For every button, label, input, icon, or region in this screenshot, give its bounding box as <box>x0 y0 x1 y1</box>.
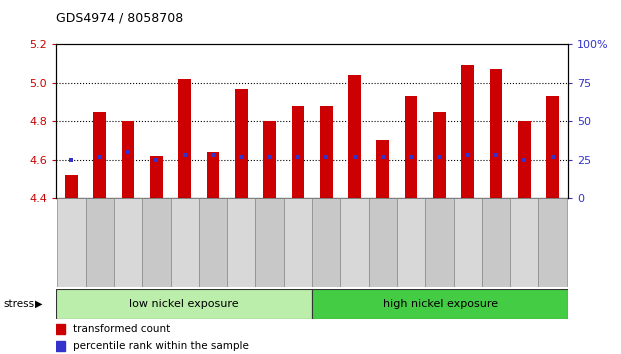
Bar <box>348 75 361 198</box>
Text: stress: stress <box>3 298 34 309</box>
Bar <box>312 289 568 319</box>
Bar <box>490 69 502 198</box>
Text: low nickel exposure: low nickel exposure <box>129 298 239 309</box>
Bar <box>482 198 510 287</box>
Bar <box>93 112 106 198</box>
Bar <box>461 65 474 198</box>
Bar <box>263 121 276 198</box>
Bar <box>518 121 531 198</box>
Text: high nickel exposure: high nickel exposure <box>383 298 497 309</box>
Bar <box>178 79 191 198</box>
Bar <box>57 198 86 287</box>
Text: ▶: ▶ <box>35 298 43 309</box>
Bar <box>56 341 65 352</box>
Text: percentile rank within the sample: percentile rank within the sample <box>73 342 248 352</box>
Bar <box>122 121 134 198</box>
Bar <box>453 198 482 287</box>
Bar <box>171 198 199 287</box>
Bar <box>376 141 389 198</box>
Bar <box>291 106 304 198</box>
Bar <box>433 112 446 198</box>
Bar <box>397 198 425 287</box>
Bar <box>312 198 340 287</box>
Bar <box>235 88 248 198</box>
Bar <box>56 324 65 334</box>
Bar <box>65 175 78 198</box>
Bar <box>320 106 333 198</box>
Bar <box>284 198 312 287</box>
Bar <box>207 152 219 198</box>
Bar <box>255 198 284 287</box>
Bar <box>199 198 227 287</box>
Bar <box>150 156 163 198</box>
Bar <box>405 96 417 198</box>
Bar <box>114 198 142 287</box>
Text: transformed count: transformed count <box>73 324 170 334</box>
Bar <box>86 198 114 287</box>
Bar <box>538 198 567 287</box>
Bar <box>227 198 255 287</box>
Bar <box>510 198 538 287</box>
Bar <box>56 289 312 319</box>
Bar <box>369 198 397 287</box>
Bar <box>546 96 559 198</box>
Bar <box>142 198 171 287</box>
Bar <box>425 198 453 287</box>
Bar <box>340 198 369 287</box>
Text: GDS4974 / 8058708: GDS4974 / 8058708 <box>56 12 183 25</box>
